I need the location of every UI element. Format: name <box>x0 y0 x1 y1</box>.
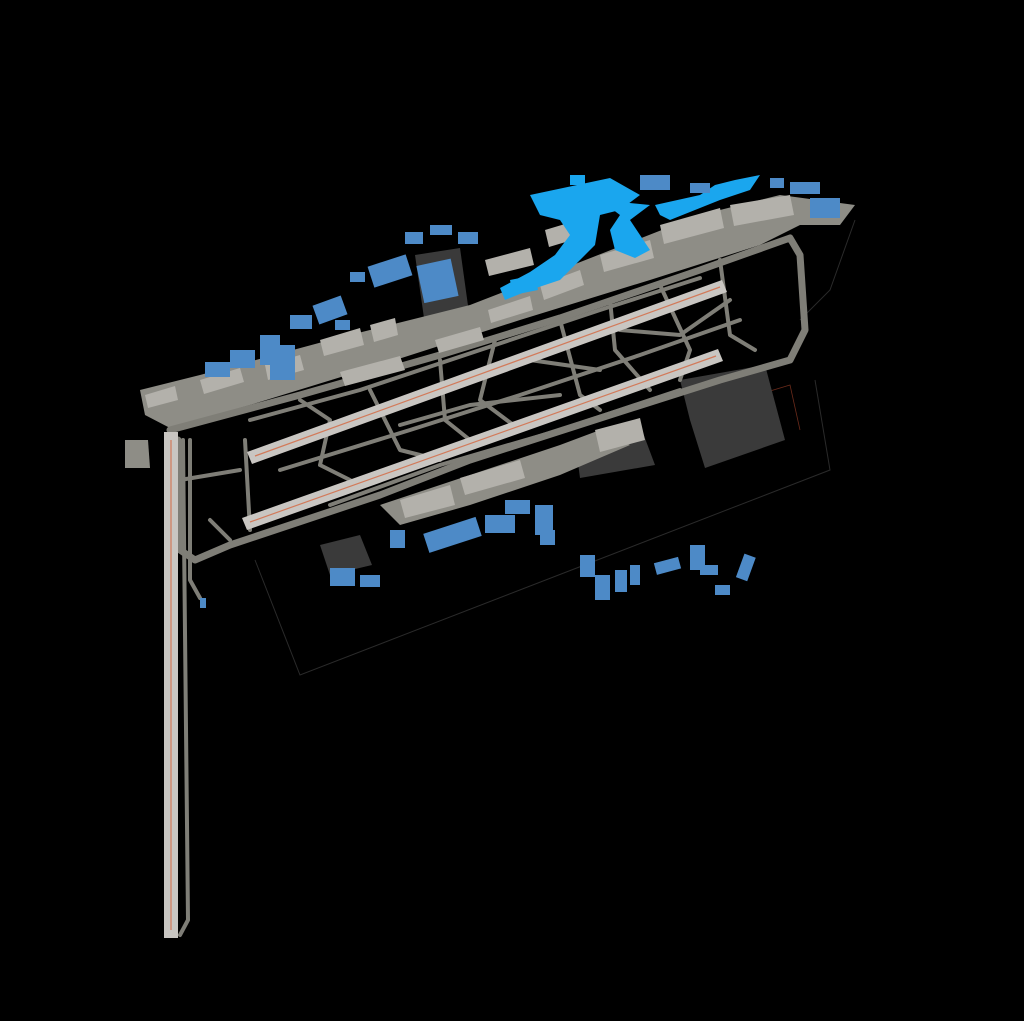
terminal-complex <box>500 175 760 300</box>
runways <box>164 280 727 938</box>
runway-crosswind <box>164 432 190 938</box>
buildings <box>200 175 840 608</box>
aircraft-stands <box>145 195 794 518</box>
runway-north <box>247 280 727 464</box>
runway-south <box>242 349 723 530</box>
